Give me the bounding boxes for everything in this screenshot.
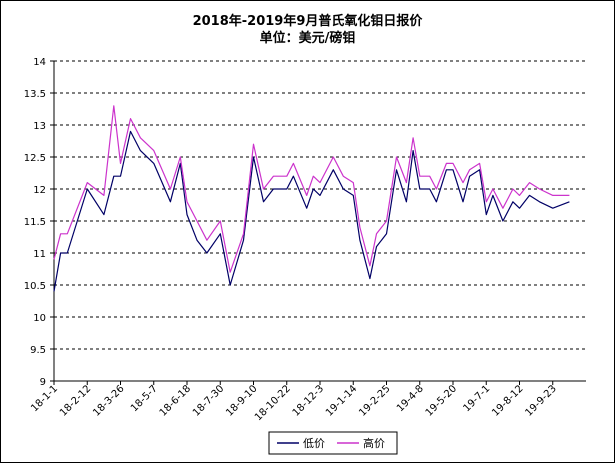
- x-tick-label: 19-4-8: [395, 383, 426, 414]
- x-tick-label: 18-2-12: [58, 383, 93, 418]
- y-tick-label: 10: [33, 313, 46, 324]
- y-tick-label: 14: [33, 57, 46, 68]
- y-tick-label: 12.5: [24, 153, 46, 164]
- chart-subtitle: 单位：美元/磅钼: [259, 31, 356, 46]
- x-tick-label: 18-7-30: [191, 383, 226, 418]
- x-tick-label: 18-5-7: [129, 383, 160, 414]
- x-tick-label: 18-12-3: [291, 383, 326, 418]
- x-tick-label: 19-1-14: [324, 383, 359, 418]
- x-tick-label: 19-2-25: [357, 383, 392, 418]
- series-line: [53, 130, 570, 292]
- x-tick-label: 19-9-23: [523, 383, 558, 418]
- y-tick-label: 11: [33, 249, 46, 260]
- x-tick-label: 19-8-12: [490, 383, 525, 418]
- y-tick-label: 9.5: [30, 345, 46, 356]
- x-tick-label: 18-3-26: [91, 383, 126, 418]
- legend-box: [268, 431, 398, 455]
- x-tick-label: 19-5-20: [424, 383, 459, 418]
- y-tick-label: 11.5: [24, 217, 46, 228]
- x-tick-label: 18-6-18: [158, 383, 193, 418]
- series-line: [53, 105, 570, 273]
- chart-title: 2018年-2019年9月普氏氧化钼日报价: [192, 14, 423, 29]
- legend-label: 低价: [303, 437, 325, 450]
- legend-label: 高价: [363, 436, 385, 450]
- y-tick-label: 10.5: [24, 281, 46, 292]
- y-tick-label: 12: [33, 185, 46, 196]
- y-tick-label: 13.5: [24, 89, 46, 100]
- chart-title-block: 2018年-2019年9月普氏氧化钼日报价 单位：美元/磅钼: [1, 13, 614, 47]
- y-tick-label: 9: [40, 377, 46, 388]
- y-tick-label: 13: [33, 121, 46, 132]
- x-tick-label: 18-10-22: [253, 383, 293, 423]
- x-tick-label: 19-7-1: [461, 383, 492, 414]
